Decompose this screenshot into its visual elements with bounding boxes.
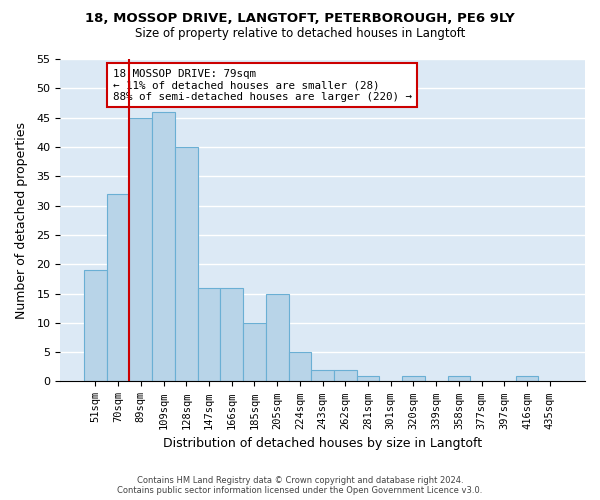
Bar <box>220 288 243 382</box>
Bar <box>356 376 379 382</box>
Text: Size of property relative to detached houses in Langtoft: Size of property relative to detached ho… <box>135 28 465 40</box>
Bar <box>448 376 470 382</box>
Bar <box>334 370 356 382</box>
Bar <box>402 376 425 382</box>
X-axis label: Distribution of detached houses by size in Langtoft: Distribution of detached houses by size … <box>163 437 482 450</box>
Y-axis label: Number of detached properties: Number of detached properties <box>15 122 28 318</box>
Text: 18 MOSSOP DRIVE: 79sqm
← 11% of detached houses are smaller (28)
88% of semi-det: 18 MOSSOP DRIVE: 79sqm ← 11% of detached… <box>113 68 412 102</box>
Bar <box>175 147 197 382</box>
Bar <box>152 112 175 382</box>
Bar <box>311 370 334 382</box>
Bar <box>107 194 130 382</box>
Text: Contains HM Land Registry data © Crown copyright and database right 2024.
Contai: Contains HM Land Registry data © Crown c… <box>118 476 482 495</box>
Bar <box>243 323 266 382</box>
Bar <box>516 376 538 382</box>
Bar <box>130 118 152 382</box>
Bar <box>197 288 220 382</box>
Bar <box>266 294 289 382</box>
Bar <box>289 352 311 382</box>
Text: 18, MOSSOP DRIVE, LANGTOFT, PETERBOROUGH, PE6 9LY: 18, MOSSOP DRIVE, LANGTOFT, PETERBOROUGH… <box>85 12 515 26</box>
Bar <box>84 270 107 382</box>
